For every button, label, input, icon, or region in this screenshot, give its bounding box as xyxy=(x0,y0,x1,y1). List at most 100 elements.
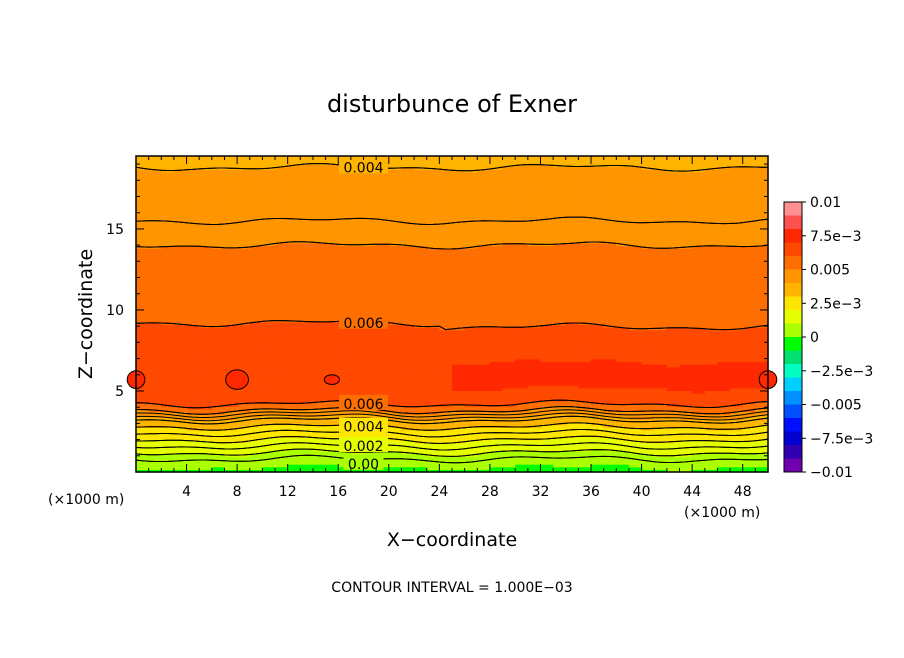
contour-cell xyxy=(641,285,655,289)
contour-cell xyxy=(173,408,188,413)
contour-cell xyxy=(553,450,567,455)
contour-cell xyxy=(325,298,339,302)
contour-cell xyxy=(312,377,327,381)
contour-cell xyxy=(300,229,314,233)
contour-cell xyxy=(616,285,630,289)
contour-cell xyxy=(161,390,175,394)
contour-cell xyxy=(401,316,415,320)
contour-cell xyxy=(742,308,756,312)
contour-cell xyxy=(515,324,529,328)
contour-cell xyxy=(388,290,403,294)
contour-cell xyxy=(641,403,655,407)
contour-cell xyxy=(641,269,655,273)
contour-cell xyxy=(755,298,769,302)
contour-cell xyxy=(616,421,630,426)
contour-cell xyxy=(211,232,226,236)
contour-cell xyxy=(692,279,706,283)
contour-cell xyxy=(477,379,491,384)
contour-cell xyxy=(666,287,681,291)
contour-cell xyxy=(300,464,314,468)
contour-cell xyxy=(730,379,744,384)
contour-cell xyxy=(540,427,554,431)
contour-cell xyxy=(148,377,162,381)
contour-cell xyxy=(502,466,516,470)
contour-cell xyxy=(224,261,238,265)
contour-cell xyxy=(388,253,403,257)
contour-cell xyxy=(237,429,251,434)
contour-cell xyxy=(376,332,390,336)
contour-cell xyxy=(325,287,339,291)
contour-cell xyxy=(704,282,719,286)
contour-cell xyxy=(161,374,175,378)
contour-cell xyxy=(199,466,213,470)
contour-cell xyxy=(742,285,756,289)
contour-cell xyxy=(692,448,706,452)
contour-cell xyxy=(603,253,617,257)
contour-cell xyxy=(312,469,327,473)
contour-cell xyxy=(591,408,605,413)
contour-cell xyxy=(136,424,150,428)
contour-cell xyxy=(666,316,681,320)
contour-cell xyxy=(717,345,731,349)
contour-cell xyxy=(148,258,162,262)
contour-cell xyxy=(452,364,466,368)
contour-cell xyxy=(312,366,327,370)
contour-cell xyxy=(300,390,314,394)
contour-cell xyxy=(414,456,428,460)
contour-cell xyxy=(287,382,301,386)
contour-cell xyxy=(414,319,428,323)
contour-cell xyxy=(186,245,200,249)
contour-cell xyxy=(527,274,542,278)
contour-cell xyxy=(136,461,150,465)
contour-cell xyxy=(527,290,542,294)
contour-cell xyxy=(464,311,478,315)
contour-cell xyxy=(300,379,314,384)
contour-cell xyxy=(641,377,655,381)
contour-cell xyxy=(489,348,504,352)
contour-cell xyxy=(641,250,655,255)
contour-cell xyxy=(414,219,428,223)
contour-cell xyxy=(376,348,390,352)
contour-cell xyxy=(692,298,706,302)
contour-cell xyxy=(300,342,314,347)
contour-cell xyxy=(704,235,719,239)
contour-cell xyxy=(578,458,592,463)
contour-cell xyxy=(388,282,403,286)
contour-cell xyxy=(666,332,681,336)
contour-cell xyxy=(502,248,516,252)
contour-cell xyxy=(641,456,655,460)
contour-cell xyxy=(628,213,643,218)
contour-cell xyxy=(477,432,491,436)
contour-cell xyxy=(136,361,150,365)
contour-cell xyxy=(439,421,453,426)
contour-cell xyxy=(553,406,567,410)
contour-cell xyxy=(502,353,516,357)
contour-cell xyxy=(350,213,365,218)
contour-cell xyxy=(161,393,175,397)
contour-cell xyxy=(325,345,339,349)
contour-cell xyxy=(275,285,289,289)
contour-cell xyxy=(173,350,188,355)
contour-cell xyxy=(578,379,592,384)
contour-cell xyxy=(628,345,643,349)
contour-cell xyxy=(464,356,478,360)
contour-cell xyxy=(414,377,428,381)
contour-cell xyxy=(136,332,150,336)
contour-cell xyxy=(262,269,276,273)
contour-cell xyxy=(717,285,731,289)
contour-cell xyxy=(287,274,301,278)
contour-cell xyxy=(553,285,567,289)
contour-cell xyxy=(578,340,592,344)
contour-cell xyxy=(679,227,693,231)
contour-cell xyxy=(173,371,188,376)
contour-cell xyxy=(717,287,731,291)
contour-cell xyxy=(426,345,440,349)
contour-cell xyxy=(502,298,516,302)
contour-cell xyxy=(654,429,668,434)
contour-cell xyxy=(199,371,213,376)
contour-cell xyxy=(591,290,605,294)
contour-cell xyxy=(148,271,162,276)
contour-cell xyxy=(527,440,542,444)
contour-cell xyxy=(199,443,213,447)
contour-cell xyxy=(136,342,150,347)
